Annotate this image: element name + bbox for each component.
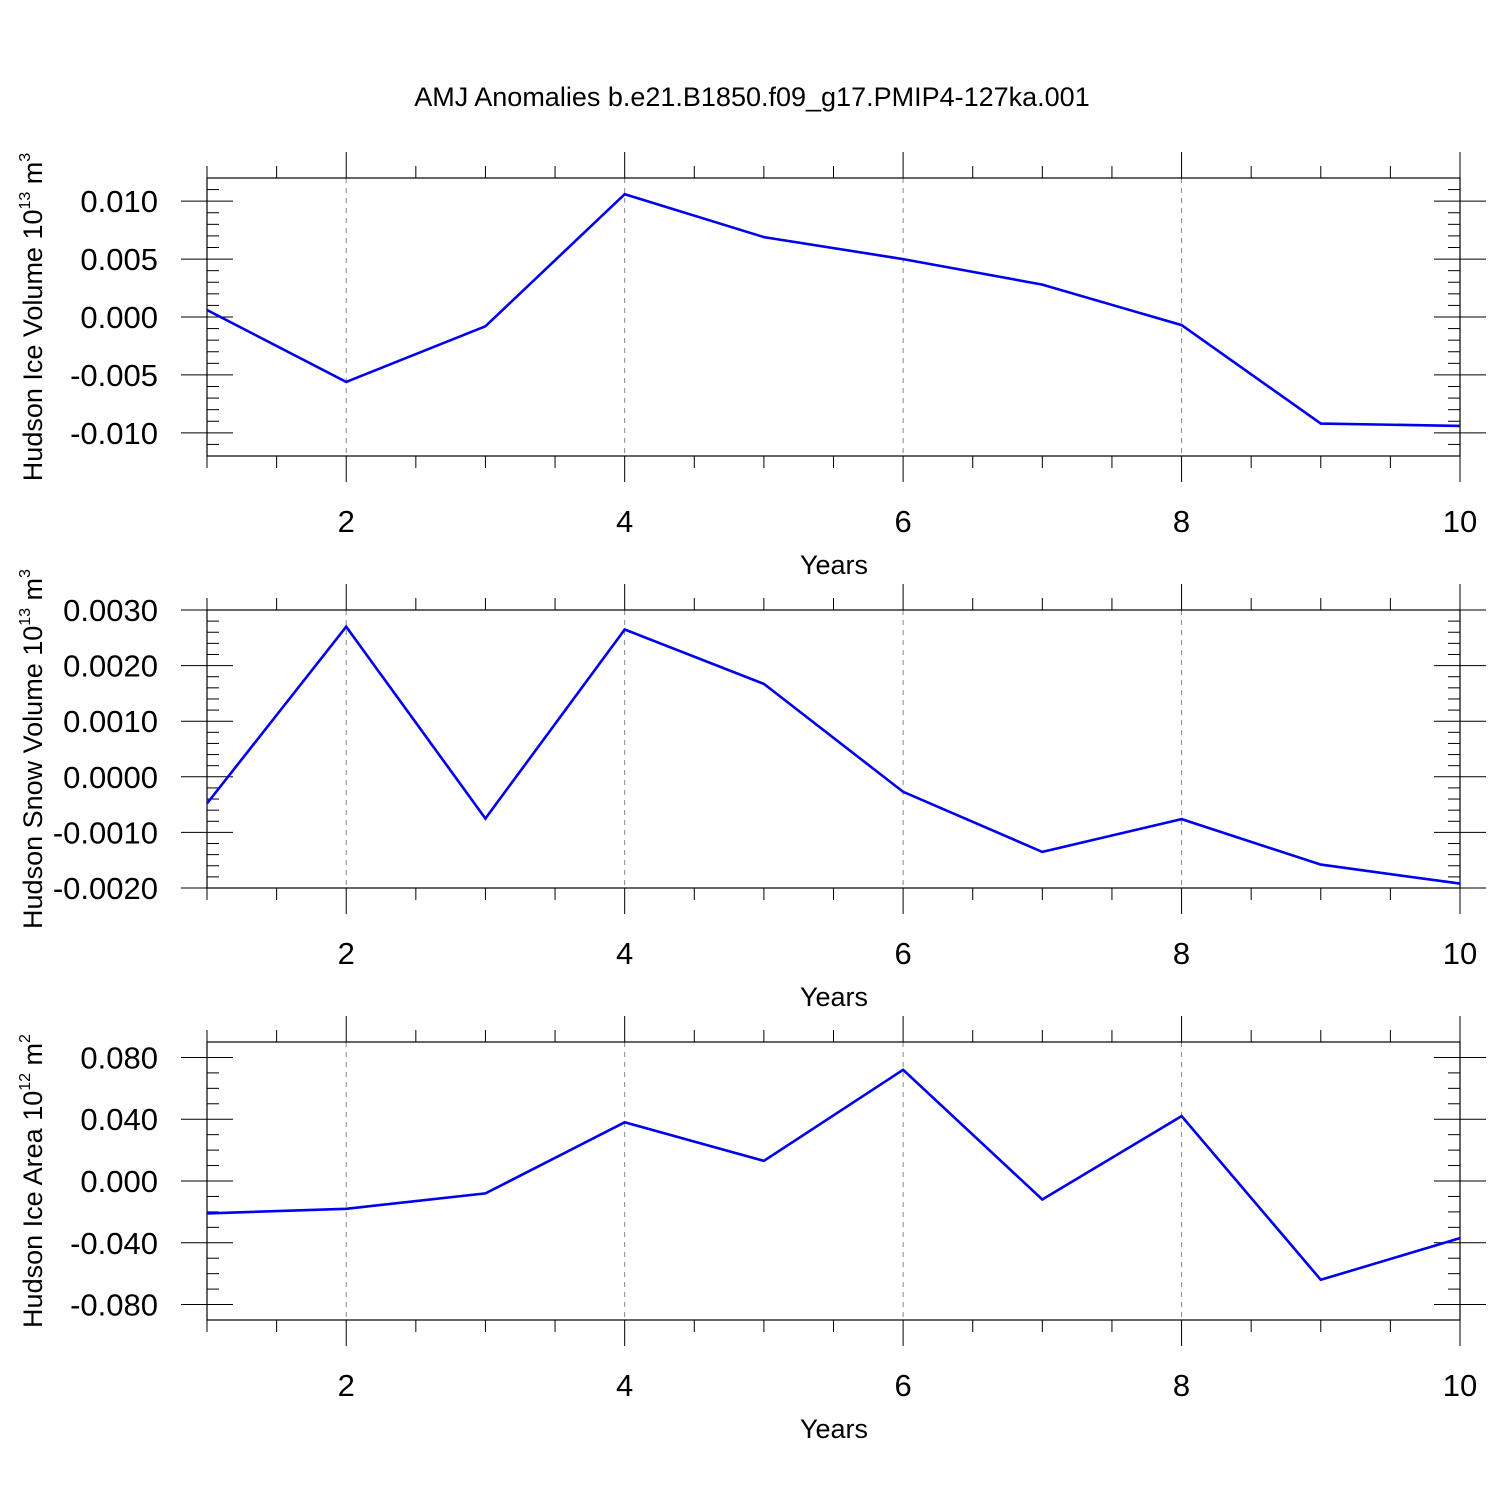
y-tick-label: -0.0010 <box>53 815 158 850</box>
series-line <box>205 624 1461 885</box>
y-tick-label: 0.000 <box>80 300 158 335</box>
y-tick-label: 0.010 <box>80 184 158 219</box>
data-point <box>344 1207 348 1211</box>
x-axis-label: Years <box>800 550 868 580</box>
x-tick-label: 10 <box>1443 936 1477 971</box>
y-axis-label-exponent: 12 <box>17 1073 34 1091</box>
y-axis-label-exponent: 13 <box>17 192 34 210</box>
data-point <box>1458 1236 1462 1240</box>
data-point <box>623 192 627 196</box>
data-point <box>1319 863 1323 867</box>
data-point <box>1040 283 1044 287</box>
x-tick-label: 2 <box>338 1368 355 1403</box>
data-point <box>623 1120 627 1124</box>
x-tick-label: 4 <box>616 504 633 539</box>
x-axis-label: Years <box>800 1414 868 1444</box>
x-tick-label: 8 <box>1173 936 1190 971</box>
y-axis-label: Hudson Snow Volume 1013 m3 <box>17 569 48 929</box>
y-tick-label: 0.005 <box>80 242 158 277</box>
series-line <box>206 1068 1461 1282</box>
y-tick-label: 0.0000 <box>63 760 158 795</box>
panel-1: 0.010 0.005 0.000 -0.005 -0.010 2 4 6 8 10 Years Hu… <box>17 152 1486 580</box>
y-tick-label: 0.0030 <box>63 593 158 628</box>
plot-frame <box>206 609 1461 889</box>
y-tick-label: 0.080 <box>80 1040 158 1075</box>
y-axis-label-text: Hudson Snow Volume 10 <box>18 626 48 929</box>
data-point <box>483 1191 487 1195</box>
y-tick-label: -0.040 <box>70 1226 158 1261</box>
y-axis-label-unit-exponent: 3 <box>17 569 34 578</box>
data-point <box>1180 1114 1184 1118</box>
plot-frame <box>206 1041 1461 1321</box>
x-tick-label: 4 <box>616 936 633 971</box>
data-point <box>1458 424 1462 428</box>
plot-frame <box>206 177 1461 457</box>
y-axis-label-text: Hudson Ice Area 10 <box>18 1091 48 1328</box>
y-tick-label: 0.0020 <box>63 649 158 684</box>
y-axis-label-exponent: 13 <box>17 608 34 626</box>
y-tick-label: -0.005 <box>70 358 158 393</box>
data-point <box>483 817 487 821</box>
y-tick-label: 0.0010 <box>63 704 158 739</box>
y-tick-label: -0.080 <box>70 1288 158 1323</box>
y-tick-label: -0.010 <box>70 416 158 451</box>
y-tick-label: -0.0020 <box>53 871 158 906</box>
data-point <box>762 235 766 239</box>
y-axis-label-unit-exponent: 3 <box>17 153 34 162</box>
y-axis-label-unit: m <box>18 162 48 192</box>
data-point <box>1040 850 1044 854</box>
panel-3: 0.080 0.040 0.000 -0.040 -0.080 2 4 6 8 10 Years Hu… <box>17 1016 1486 1444</box>
y-axis-label: Hudson Ice Volume 1013 m3 <box>17 153 48 481</box>
data-point <box>762 1159 766 1163</box>
y-tick-label: 0.000 <box>80 1164 158 1199</box>
data-point <box>1458 882 1462 886</box>
data-point <box>762 682 766 686</box>
data-point <box>1319 1278 1323 1282</box>
x-tick-label: 2 <box>338 936 355 971</box>
y-tick-label: 0.040 <box>80 1102 158 1137</box>
data-point <box>205 801 209 805</box>
data-point <box>1319 422 1323 426</box>
y-axis-label-text: Hudson Ice Volume 10 <box>18 210 48 482</box>
y-axis-label-unit: m <box>18 578 48 608</box>
data-point <box>1180 817 1184 821</box>
chart-title: AMJ Anomalies b.e21.B1850.f09_g17.PMIP4-… <box>414 82 1089 112</box>
x-tick-label: 6 <box>894 936 911 971</box>
y-axis-label-unit-exponent: 2 <box>17 1034 34 1043</box>
data-point <box>901 790 905 794</box>
x-tick-label: 8 <box>1173 504 1190 539</box>
series-line <box>206 192 1461 428</box>
data-point <box>344 380 348 384</box>
x-axis-label: Years <box>800 982 868 1012</box>
y-axis-label: Hudson Ice Area 1012 m2 <box>17 1034 48 1328</box>
data-point <box>901 257 905 261</box>
data-point <box>344 625 348 629</box>
data-point <box>901 1068 905 1072</box>
y-axis-label-unit: m <box>18 1043 48 1073</box>
x-tick-label: 4 <box>616 1368 633 1403</box>
x-tick-label: 6 <box>894 504 911 539</box>
data-point <box>205 1211 209 1215</box>
panel-2: 0.0030 0.0020 0.0010 0.0000 -0.0010 -0.0020 2 4… <box>17 569 1486 1012</box>
data-point <box>1040 1198 1044 1202</box>
data-point <box>1180 323 1184 327</box>
x-tick-label: 10 <box>1443 504 1477 539</box>
data-point <box>483 324 487 328</box>
data-point <box>623 627 627 631</box>
x-tick-label: 2 <box>338 504 355 539</box>
data-point <box>205 308 209 312</box>
x-tick-label: 8 <box>1173 1368 1190 1403</box>
x-tick-label: 6 <box>894 1368 911 1403</box>
x-tick-label: 10 <box>1443 1368 1477 1403</box>
